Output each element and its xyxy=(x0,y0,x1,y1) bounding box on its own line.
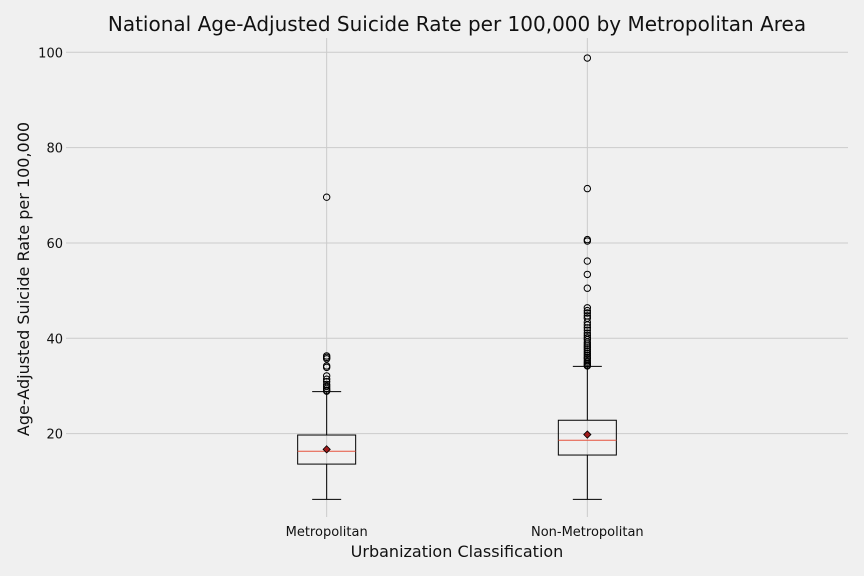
outlier-point xyxy=(583,347,592,356)
outlier-point xyxy=(583,54,592,62)
boxes xyxy=(297,54,617,500)
outlier-point xyxy=(322,384,331,393)
outlier-point xyxy=(583,184,592,193)
outlier-point xyxy=(322,387,331,395)
chart-title: National Age-Adjusted Suicide Rate per 1… xyxy=(108,12,806,36)
x-axis-label: Urbanization Classification xyxy=(351,542,564,561)
iqr-box xyxy=(557,419,617,456)
outlier-point xyxy=(583,326,592,334)
y-tick-label: 80 xyxy=(46,142,63,157)
y-tick-label: 100 xyxy=(38,46,63,61)
y-tick-label: 60 xyxy=(46,237,63,252)
outlier-point xyxy=(322,355,331,363)
y-axis-label: Age-Adjusted Suicide Rate per 100,000 xyxy=(14,122,33,436)
outlier-point xyxy=(322,363,331,372)
outlier-point xyxy=(583,362,592,370)
outlier-point xyxy=(583,344,592,352)
y-tick-label: 20 xyxy=(46,428,63,443)
x-tick-label: Metropolitan xyxy=(286,525,368,540)
outlier-point xyxy=(583,324,592,332)
outlier-point xyxy=(583,237,592,245)
outlier-point xyxy=(583,338,592,346)
outlier-point xyxy=(583,304,592,312)
outlier-point xyxy=(583,340,592,348)
outlier-point xyxy=(583,342,592,350)
outlier-point xyxy=(322,375,331,383)
outlier-point xyxy=(322,193,331,201)
outlier-point xyxy=(583,346,592,354)
outlier-point xyxy=(583,318,592,326)
outlier-point xyxy=(583,309,592,317)
y-tick-label: 40 xyxy=(46,332,63,347)
mean-marker xyxy=(322,445,331,454)
y-tick-labels: 20 40 60 80 100 xyxy=(38,46,63,442)
outlier-point xyxy=(322,382,331,391)
outlier-point xyxy=(583,306,592,315)
outlier-point xyxy=(583,284,592,292)
x-tick-labels: Metropolitan Non-Metropolitan xyxy=(286,525,644,540)
outlier-point xyxy=(583,257,592,265)
mean-marker xyxy=(583,430,592,439)
box-non-metropolitan xyxy=(557,54,617,500)
iqr-box xyxy=(297,434,357,465)
outlier-point xyxy=(322,372,331,380)
outlier-point xyxy=(583,270,592,279)
box-metropolitan xyxy=(297,193,357,500)
grid-lines xyxy=(66,38,848,517)
outlier-point xyxy=(583,321,592,329)
x-tick-label: Non-Metropolitan xyxy=(531,525,644,540)
outlier-point xyxy=(583,349,592,358)
